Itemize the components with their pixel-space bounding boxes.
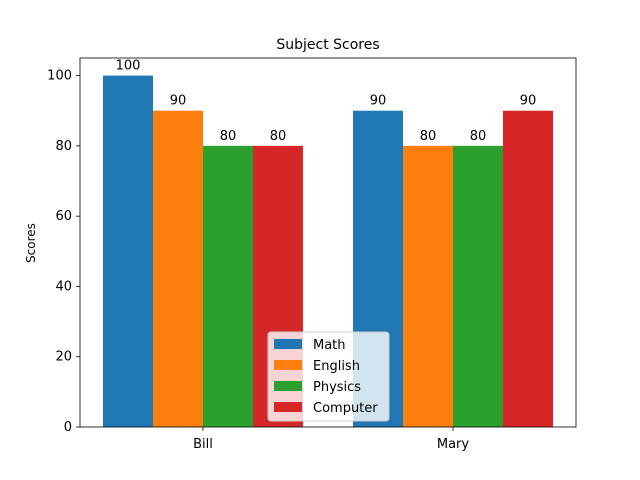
y-tick-label: 20 <box>55 350 72 365</box>
data-label-physics-bill: 80 <box>220 129 237 144</box>
y-tick-label: 100 <box>47 69 72 84</box>
legend-label-math: Math <box>313 338 346 353</box>
data-label-computer-mary: 90 <box>520 94 537 109</box>
bar-math-bill <box>103 75 153 428</box>
y-tick-label: 80 <box>55 139 72 154</box>
plot-frame <box>79 57 577 428</box>
y-tick-label: 0 <box>64 420 72 435</box>
bar-physics-bill <box>203 145 253 427</box>
legend-swatch-english <box>274 360 302 370</box>
legend-label-physics: Physics <box>313 380 361 395</box>
x-tick-label-mary: Mary <box>437 437 470 452</box>
y-axis-label: Scores <box>24 223 38 263</box>
legend-label-english: English <box>313 359 360 374</box>
y-axis: 0 20 40 60 80 100 <box>47 69 80 435</box>
data-labels-group: 100 90 90 80 80 80 80 90 <box>116 59 537 144</box>
bar-physics-mary <box>453 145 503 427</box>
legend-box <box>267 331 390 422</box>
x-tick-label-bill: Bill <box>193 437 213 452</box>
data-label-english-bill: 90 <box>170 94 187 109</box>
chart-title: Subject Scores <box>276 37 379 53</box>
legend-swatch-physics <box>274 381 302 391</box>
y-tick-label: 40 <box>55 279 72 294</box>
legend-label-computer: Computer <box>313 401 378 416</box>
legend-swatch-math <box>274 339 302 349</box>
data-label-math-bill: 100 <box>116 59 141 74</box>
bar-english-mary <box>403 145 453 427</box>
legend: Math English Physics Computer <box>267 331 390 422</box>
bar-computer-mary <box>503 110 553 427</box>
data-label-math-mary: 90 <box>370 94 387 109</box>
x-axis: Bill Mary <box>193 427 469 452</box>
legend-swatch-computer <box>274 402 302 412</box>
y-tick-label: 60 <box>55 209 72 224</box>
bar-english-bill <box>153 110 203 427</box>
data-label-english-mary: 80 <box>420 129 437 144</box>
data-label-computer-bill: 80 <box>270 129 287 144</box>
data-label-physics-mary: 80 <box>470 129 487 144</box>
